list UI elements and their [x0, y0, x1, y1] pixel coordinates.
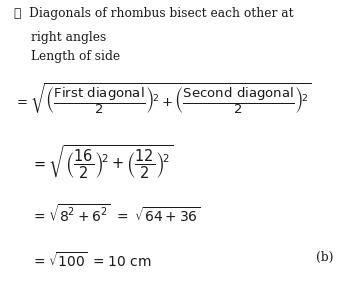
Text: (b): (b) [316, 251, 334, 264]
Text: $= \sqrt{100}\ = 10\ \mathrm{cm}$: $= \sqrt{100}\ = 10\ \mathrm{cm}$ [31, 251, 151, 270]
Text: $= \sqrt{\left(\dfrac{16}{2}\right)^{\!2} + \left(\dfrac{12}{2}\right)^{\!2}}$: $= \sqrt{\left(\dfrac{16}{2}\right)^{\!2… [31, 144, 173, 181]
Text: ∴  Diagonals of rhombus bisect each other at: ∴ Diagonals of rhombus bisect each other… [14, 7, 293, 20]
Text: $= \sqrt{8^2 + 6^2}\ =\ \sqrt{64 + 36}$: $= \sqrt{8^2 + 6^2}\ =\ \sqrt{64 + 36}$ [31, 203, 201, 225]
Text: $= \sqrt{\left(\dfrac{\mathsf{First\ diagonal}}{2}\right)^{\!2} + \left(\dfrac{\: $= \sqrt{\left(\dfrac{\mathsf{First\ dia… [14, 82, 311, 117]
Text: Length of side: Length of side [31, 50, 120, 63]
Text: right angles: right angles [31, 31, 106, 44]
